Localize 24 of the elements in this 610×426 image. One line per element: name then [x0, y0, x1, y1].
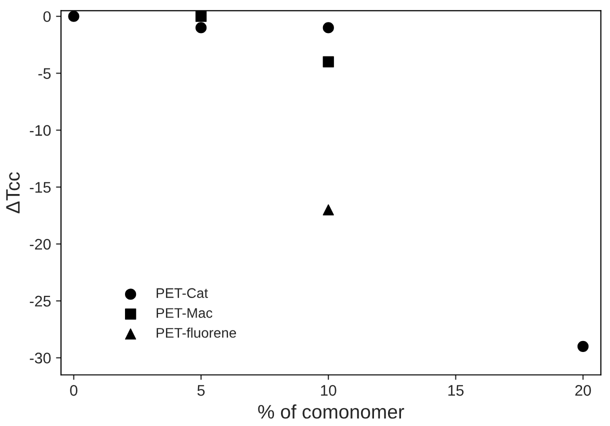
point [195, 22, 207, 34]
y-tick-label: -25 [30, 296, 51, 307]
y-tick-label: -30 [30, 352, 51, 364]
point [322, 204, 334, 216]
legend-label: PET-Mac [156, 308, 212, 318]
x-tick-label: 5 [197, 385, 205, 396]
x-tick-label: 10 [321, 385, 336, 396]
y-tick-label: 0 [43, 11, 51, 22]
x-axis-title: % of comonomer [258, 404, 404, 419]
y-tick-label: -10 [30, 125, 51, 136]
point [577, 340, 589, 352]
point [195, 10, 207, 22]
y-tick-label: -15 [30, 182, 51, 193]
y-tick-label: -5 [38, 68, 51, 79]
y-axis-title: ΔTcc [6, 172, 20, 214]
legend-label: PET-Cat [156, 288, 208, 298]
x-tick-label: 20 [575, 385, 591, 396]
y-tick-label: -20 [30, 238, 51, 250]
point [322, 56, 334, 68]
legend-label: PET-fluorene [156, 328, 236, 338]
point [68, 10, 80, 22]
x-tick-label: 0 [70, 385, 78, 396]
x-tick-label: 15 [448, 385, 464, 396]
point [322, 22, 334, 34]
